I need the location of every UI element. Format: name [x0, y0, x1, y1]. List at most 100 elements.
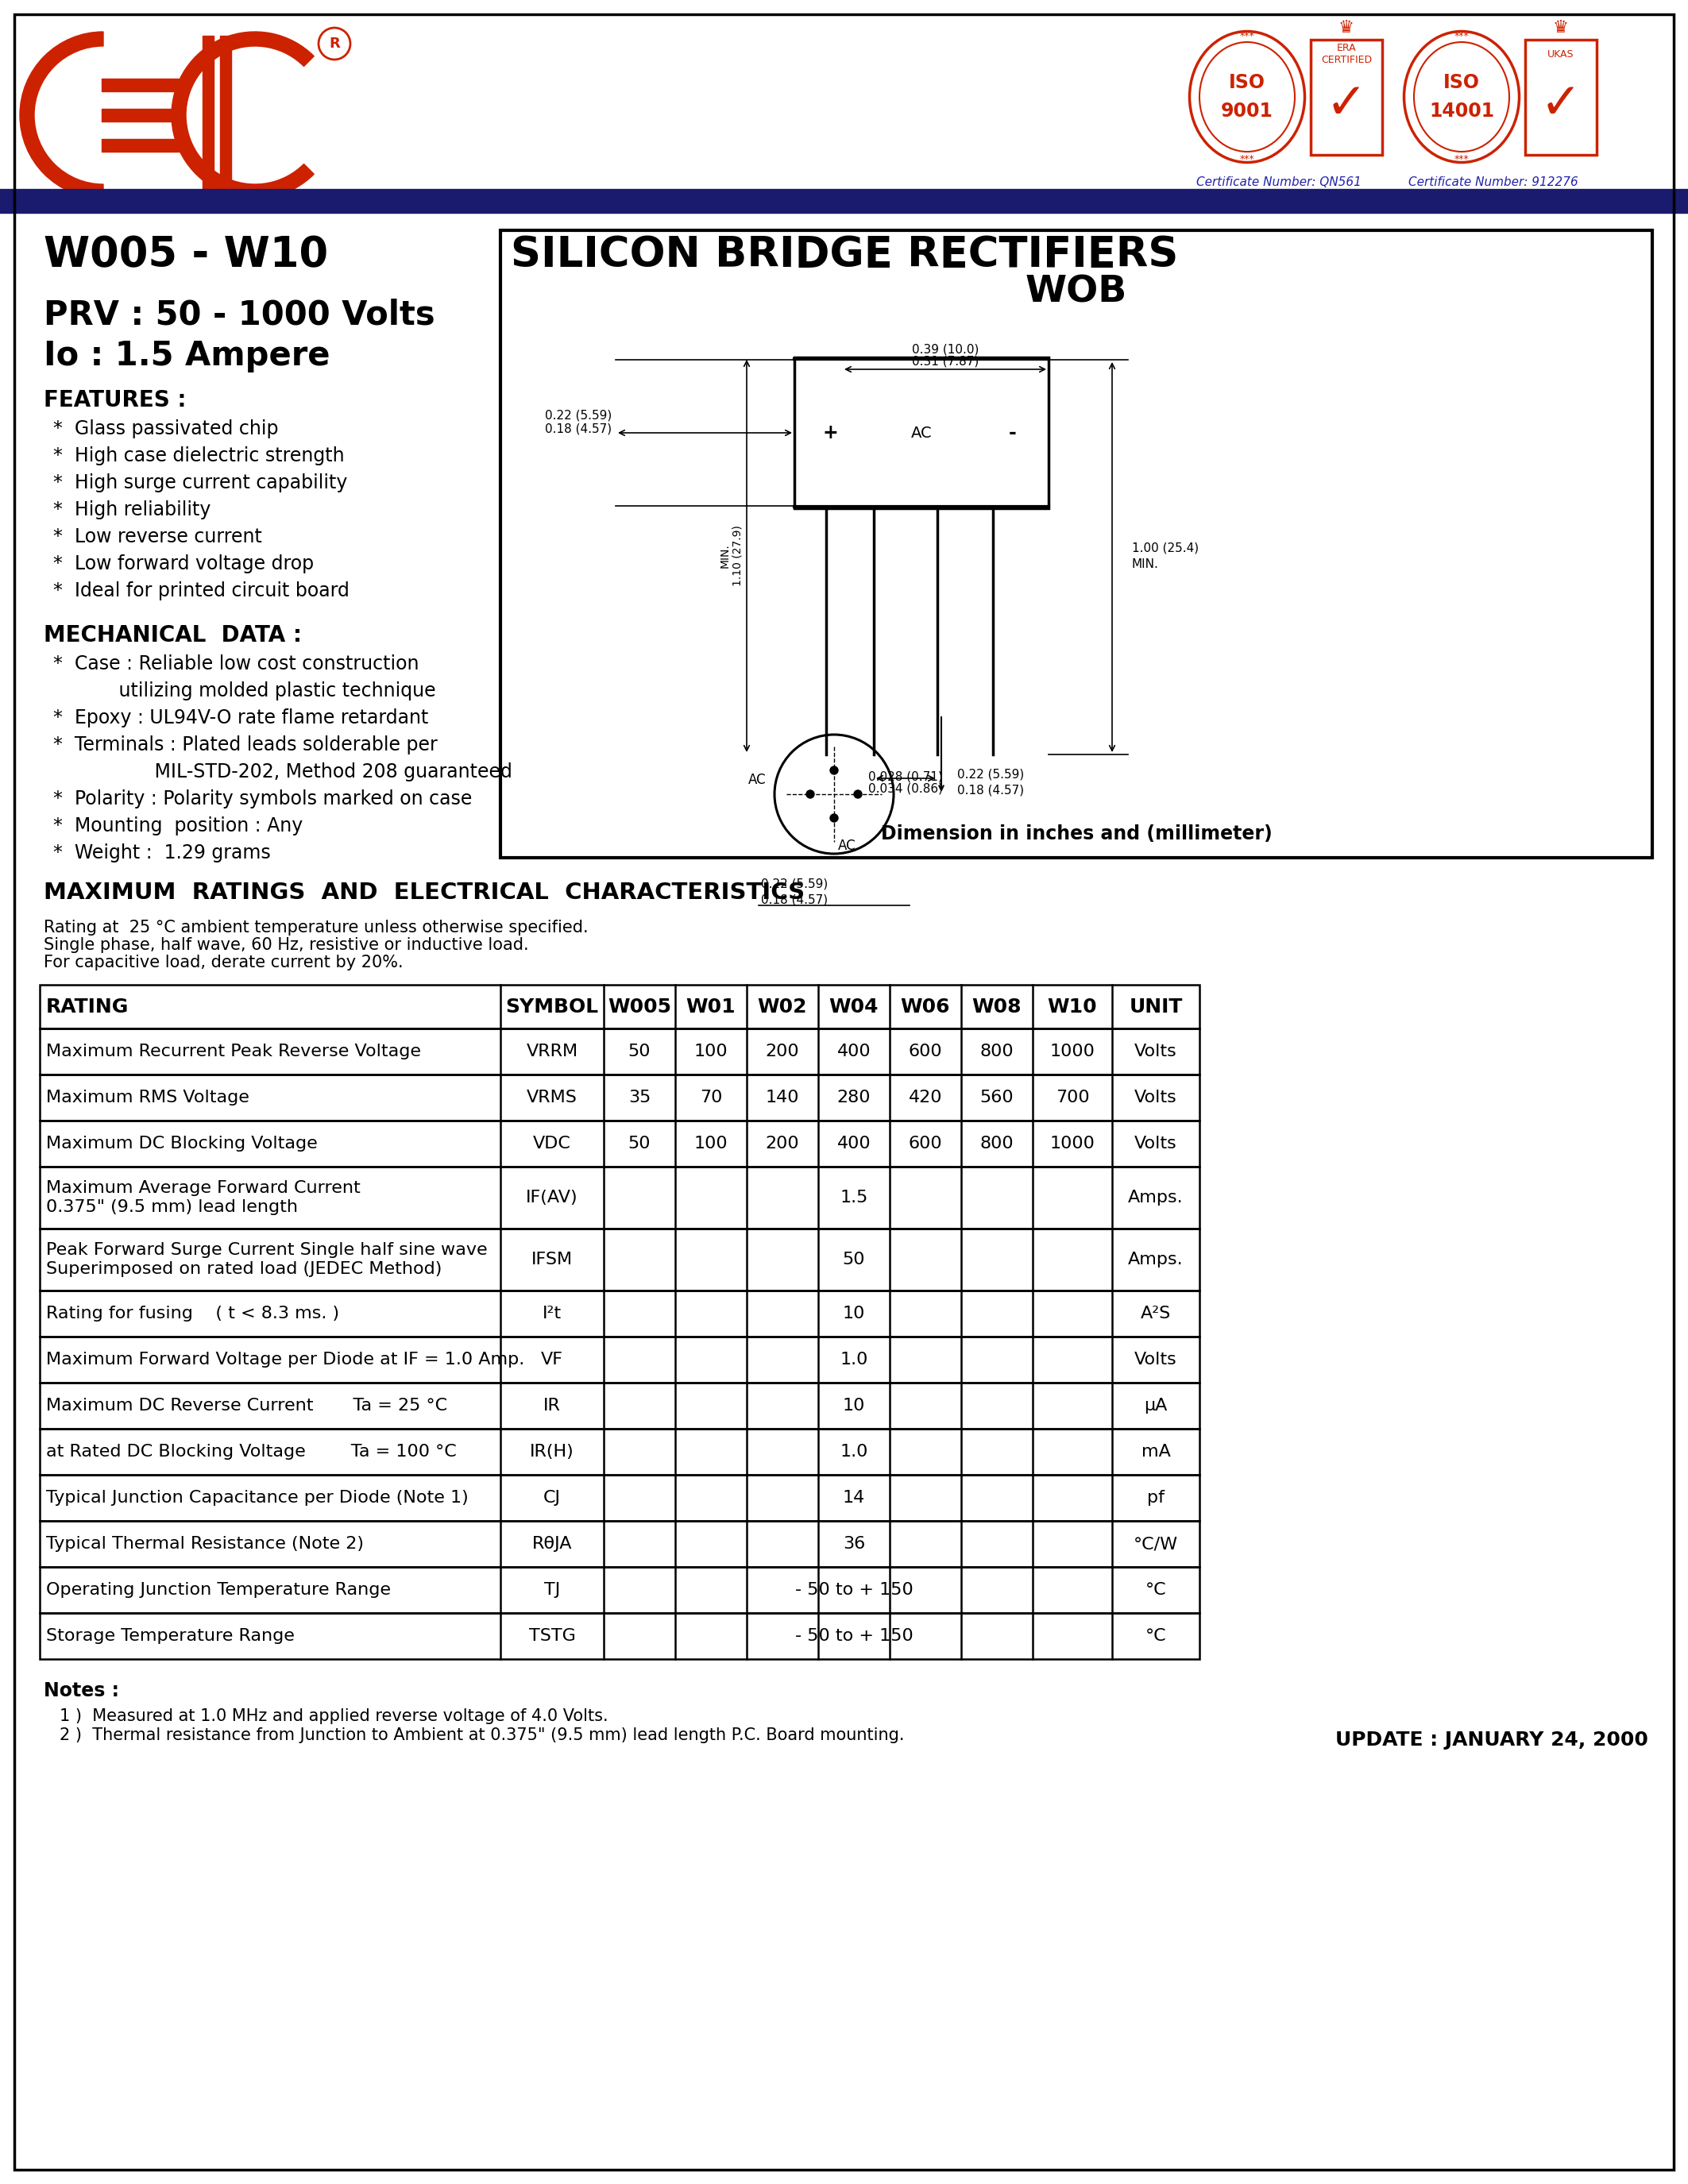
Bar	[41, 985, 1200, 1029]
Text: Rating for fusing    ( t < 8.3 ms. ): Rating for fusing ( t < 8.3 ms. )	[46, 1306, 339, 1321]
Text: 800: 800	[981, 1044, 1014, 1059]
Text: Operating Junction Temperature Range: Operating Junction Temperature Range	[46, 1581, 392, 1599]
Bar	[41, 1520, 1200, 1566]
Text: 560: 560	[981, 1090, 1014, 1105]
Text: W10: W10	[1048, 998, 1097, 1016]
Text: TSTG: TSTG	[528, 1627, 576, 1645]
Text: UKAS: UKAS	[1548, 48, 1575, 59]
Text: Volts: Volts	[1134, 1352, 1177, 1367]
Text: 1.10 (27.9): 1.10 (27.9)	[731, 526, 743, 587]
Text: +: +	[822, 424, 837, 443]
Text: 420: 420	[908, 1090, 942, 1105]
Circle shape	[830, 767, 837, 775]
Text: For capacitive load, derate current by 20%.: For capacitive load, derate current by 2…	[44, 954, 403, 970]
Text: Maximum Forward Voltage per Diode at IF = 1.0 Amp.: Maximum Forward Voltage per Diode at IF …	[46, 1352, 525, 1367]
Text: MAXIMUM  RATINGS  AND  ELECTRICAL  CHARACTERISTICS: MAXIMUM RATINGS AND ELECTRICAL CHARACTER…	[44, 882, 805, 904]
Text: SILICON BRIDGE RECTIFIERS: SILICON BRIDGE RECTIFIERS	[510, 234, 1178, 275]
Text: Certificate Number: QN561: Certificate Number: QN561	[1197, 177, 1362, 188]
Text: W005: W005	[608, 998, 672, 1016]
Text: *  Case : Reliable low cost construction: * Case : Reliable low cost construction	[54, 655, 419, 673]
Text: 1.00 (25.4): 1.00 (25.4)	[1133, 542, 1198, 555]
Bar	[41, 1291, 1200, 1337]
Text: 800: 800	[981, 1136, 1014, 1151]
Text: ✓: ✓	[1325, 81, 1367, 129]
Text: 1000: 1000	[1050, 1136, 1096, 1151]
Text: Volts: Volts	[1134, 1136, 1177, 1151]
Text: *  High reliability: * High reliability	[54, 500, 211, 520]
Text: 1.0: 1.0	[841, 1352, 868, 1367]
Text: - 50 to + 150: - 50 to + 150	[795, 1627, 913, 1645]
Text: 0.18 (4.57): 0.18 (4.57)	[957, 784, 1025, 797]
Text: - 50 to + 150: - 50 to + 150	[795, 1581, 913, 1599]
Text: FEATURES :: FEATURES :	[44, 389, 186, 411]
Text: TJ: TJ	[544, 1581, 560, 1599]
Bar	[41, 1230, 1200, 1291]
Text: ***: ***	[1453, 153, 1469, 164]
Text: ***: ***	[1453, 31, 1469, 41]
Text: Maximum RMS Voltage: Maximum RMS Voltage	[46, 1090, 250, 1105]
Text: 0.034 (0.86): 0.034 (0.86)	[868, 782, 944, 795]
Text: *  Low reverse current: * Low reverse current	[54, 526, 262, 546]
Text: *  Ideal for printed circuit board: * Ideal for printed circuit board	[54, 581, 349, 601]
Text: Storage Temperature Range: Storage Temperature Range	[46, 1627, 295, 1645]
Text: W02: W02	[758, 998, 807, 1016]
Text: MIL-STD-202, Method 208 guaranteed: MIL-STD-202, Method 208 guaranteed	[54, 762, 511, 782]
Text: W04: W04	[829, 998, 879, 1016]
Bar	[41, 1075, 1200, 1120]
Bar	[500, 229, 1653, 858]
Text: 600: 600	[908, 1044, 942, 1059]
Text: 700: 700	[1055, 1090, 1089, 1105]
Text: 35: 35	[628, 1090, 652, 1105]
Text: AC: AC	[748, 773, 766, 786]
Text: Typical Thermal Resistance (Note 2): Typical Thermal Resistance (Note 2)	[46, 1535, 365, 1553]
Text: *  Epoxy : UL94V-O rate flame retardant: * Epoxy : UL94V-O rate flame retardant	[54, 708, 429, 727]
Text: Peak Forward Surge Current Single half sine wave
Superimposed on rated load (JED: Peak Forward Surge Current Single half s…	[46, 1243, 488, 1278]
Text: 100: 100	[694, 1136, 728, 1151]
Text: 9001: 9001	[1220, 103, 1273, 120]
Text: WOB: WOB	[1025, 273, 1128, 310]
Text: Volts: Volts	[1134, 1090, 1177, 1105]
Text: 200: 200	[766, 1136, 800, 1151]
Text: Amps.: Amps.	[1128, 1251, 1183, 1267]
Text: W08: W08	[972, 998, 1021, 1016]
Text: 0.028 (0.71): 0.028 (0.71)	[868, 771, 944, 782]
Text: ISO: ISO	[1229, 72, 1266, 92]
Text: ✓: ✓	[1539, 81, 1582, 129]
Text: UNIT: UNIT	[1129, 998, 1183, 1016]
Text: Maximum Average Forward Current
0.375" (9.5 mm) lead length: Maximum Average Forward Current 0.375" (…	[46, 1179, 361, 1216]
Bar	[41, 1382, 1200, 1428]
Text: *  Glass passivated chip: * Glass passivated chip	[54, 419, 279, 439]
Bar	[41, 1428, 1200, 1474]
Text: 400: 400	[837, 1136, 871, 1151]
Bar	[795, 358, 1048, 509]
Text: 0.39 (10.0): 0.39 (10.0)	[912, 343, 979, 356]
Text: 0.22 (5.59): 0.22 (5.59)	[957, 769, 1025, 780]
Text: *  Mounting  position : Any: * Mounting position : Any	[54, 817, 302, 836]
Bar	[41, 1120, 1200, 1166]
Text: *  Polarity : Polarity symbols marked on case: * Polarity : Polarity symbols marked on …	[54, 788, 473, 808]
Text: 10: 10	[842, 1306, 866, 1321]
Text: at Rated DC Blocking Voltage        Ta = 100 °C: at Rated DC Blocking Voltage Ta = 100 °C	[46, 1444, 456, 1459]
Text: utilizing molded plastic technique: utilizing molded plastic technique	[54, 681, 436, 701]
Text: *  Terminals : Plated leads solderable per: * Terminals : Plated leads solderable pe…	[54, 736, 437, 753]
Text: 400: 400	[837, 1044, 871, 1059]
Text: Notes :: Notes :	[44, 1682, 120, 1701]
Text: 36: 36	[842, 1535, 866, 1553]
Text: 14001: 14001	[1430, 103, 1494, 120]
Text: VRRM: VRRM	[527, 1044, 577, 1059]
Text: 2 )  Thermal resistance from Junction to Ambient at 0.375" (9.5 mm) lead length : 2 ) Thermal resistance from Junction to …	[59, 1728, 905, 1743]
Bar	[41, 1614, 1200, 1660]
Text: 1.0: 1.0	[841, 1444, 868, 1459]
Text: 600: 600	[908, 1136, 942, 1151]
Text: VDC: VDC	[533, 1136, 571, 1151]
Text: pf: pf	[1148, 1489, 1165, 1505]
Text: *  Low forward voltage drop: * Low forward voltage drop	[54, 555, 314, 574]
Bar	[41, 1566, 1200, 1614]
Bar	[41, 985, 1200, 1029]
Text: ***: ***	[1239, 31, 1254, 41]
Bar	[41, 1029, 1200, 1075]
Text: 280: 280	[837, 1090, 871, 1105]
Text: ♛: ♛	[1339, 20, 1354, 35]
Text: 1 )  Measured at 1.0 MHz and applied reverse voltage of 4.0 Volts.: 1 ) Measured at 1.0 MHz and applied reve…	[59, 1708, 608, 1723]
Text: IR(H): IR(H)	[530, 1444, 574, 1459]
